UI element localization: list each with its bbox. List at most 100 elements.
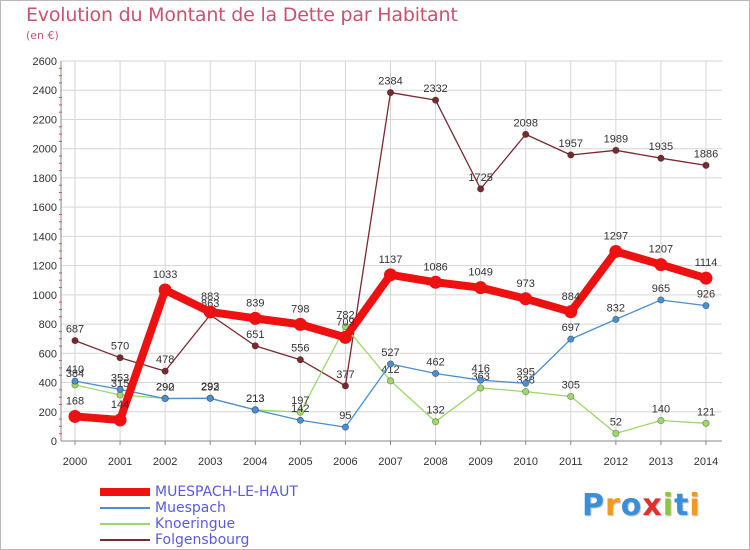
logo-letter: t (674, 488, 690, 523)
legend-item: Muespach (100, 500, 360, 516)
data-label: 883 (201, 291, 219, 303)
y-tick-label: 1800 (33, 173, 57, 185)
x-tick-label: 2013 (649, 456, 673, 468)
legend-label: Folgensbourg (155, 532, 250, 548)
legend-swatch (100, 523, 150, 525)
y-tick-label: 800 (39, 319, 57, 331)
data-point (161, 367, 169, 375)
logo-letter: x (642, 488, 663, 523)
data-label: 2332 (423, 83, 447, 95)
data-label: 1957 (559, 138, 583, 150)
data-point (477, 376, 485, 384)
legend-item: Knoeringue (100, 516, 360, 532)
data-label: 132 (426, 405, 444, 417)
y-tick-label: 1000 (33, 290, 57, 302)
data-point (477, 185, 485, 193)
data-label: 1207 (649, 244, 673, 256)
data-point (612, 315, 620, 323)
data-label: 798 (291, 303, 309, 315)
data-label: 377 (336, 369, 354, 381)
legend-swatch (100, 539, 150, 541)
logo-letter: r (605, 488, 621, 523)
data-label: 121 (697, 406, 715, 418)
data-label: 1086 (423, 261, 447, 273)
data-label: 782 (336, 310, 354, 322)
data-label: 527 (381, 347, 399, 359)
data-point (657, 416, 665, 425)
legend-swatch (100, 507, 150, 509)
data-label: 292 (201, 381, 219, 393)
data-label: 197 (291, 395, 309, 407)
legend-label: Muespach (155, 500, 226, 516)
data-label: 884 (562, 291, 580, 303)
data-point (657, 296, 665, 304)
data-point (161, 395, 169, 403)
data-point (68, 409, 82, 423)
legend-label: MUESPACH-LE-HAUT (155, 484, 298, 500)
x-tick-label: 2006 (333, 456, 357, 468)
x-tick-label: 2011 (559, 456, 583, 468)
legend-item: MUESPACH-LE-HAUT (100, 484, 360, 500)
data-label: 142 (291, 403, 309, 415)
data-point (296, 408, 304, 416)
data-label: 144 (111, 399, 129, 411)
grid-lines (61, 60, 722, 441)
data-label: 410 (66, 364, 84, 376)
data-label: 95 (339, 410, 351, 422)
data-point (564, 305, 578, 319)
data-point (251, 342, 259, 350)
y-tick-labels: 0 200 400 600 800 1000 1200 1400 1600 1800 2000 220… (33, 56, 57, 448)
data-point (116, 354, 124, 362)
y-tick-label: 600 (39, 348, 57, 360)
data-label: 2384 (378, 76, 402, 88)
data-point (477, 384, 485, 392)
line-chart: 0 200 400 600 800 1000 1200 1400 1600 1800 2000 220… (33, 56, 724, 468)
logo-letter: P (582, 488, 605, 523)
data-label: 1049 (468, 267, 492, 279)
y-tick-label: 1600 (33, 202, 57, 214)
data-label: 839 (246, 297, 264, 309)
data-point (567, 392, 575, 401)
data-point (431, 418, 440, 426)
x-tick-label: 2007 (378, 456, 402, 468)
data-label: 395 (517, 366, 535, 378)
data-point (341, 382, 350, 390)
x-tick-label: 2012 (604, 456, 628, 468)
data-label: 353 (111, 372, 129, 384)
legend-swatch (100, 488, 150, 496)
data-label: 1935 (649, 141, 673, 153)
data-point (522, 387, 530, 396)
y-tick-label: 0 (51, 436, 57, 448)
data-point (612, 429, 620, 437)
chart-subtitle: (en €) (26, 29, 59, 42)
data-label: 412 (381, 364, 399, 376)
x-tick-label: 2008 (423, 456, 447, 468)
x-tick-label: 2014 (694, 456, 718, 468)
x-tick-label: 2001 (108, 456, 132, 468)
data-label: 1114 (695, 257, 718, 269)
data-label: 1137 (379, 254, 403, 266)
data-label: 1725 (468, 172, 492, 184)
data-label: 709 (336, 316, 354, 328)
y-tick-label: 1400 (33, 231, 57, 243)
legend-item: Folgensbourg (100, 532, 360, 548)
data-label: 168 (66, 395, 84, 407)
series-group: 6875704788636515563772384233217252098195… (66, 76, 718, 437)
logo-letter: i (662, 488, 675, 523)
data-point (296, 356, 304, 364)
data-label: 965 (652, 283, 670, 295)
series-muespach-le-haut: 168 144 1033 883 839 798 709 1137 1086 1049 973 884… (66, 230, 718, 427)
legend-label: Knoeringue (155, 516, 236, 532)
x-tick-label: 2000 (63, 456, 87, 468)
chart-title: Evolution du Montant de la Dette par Hab… (26, 4, 458, 26)
x-tick-label: 2003 (198, 456, 222, 468)
data-label: 651 (246, 329, 264, 341)
data-point (702, 419, 710, 427)
y-tick-label: 2000 (33, 144, 57, 156)
data-point (702, 161, 710, 169)
data-label: 140 (652, 404, 670, 416)
axes (59, 61, 722, 445)
data-point (71, 377, 79, 385)
x-tick-labels: 2000 2001 2002 2003 2004 2005 2006 2007 2008 2009… (63, 456, 718, 468)
data-label: 52 (610, 416, 622, 428)
